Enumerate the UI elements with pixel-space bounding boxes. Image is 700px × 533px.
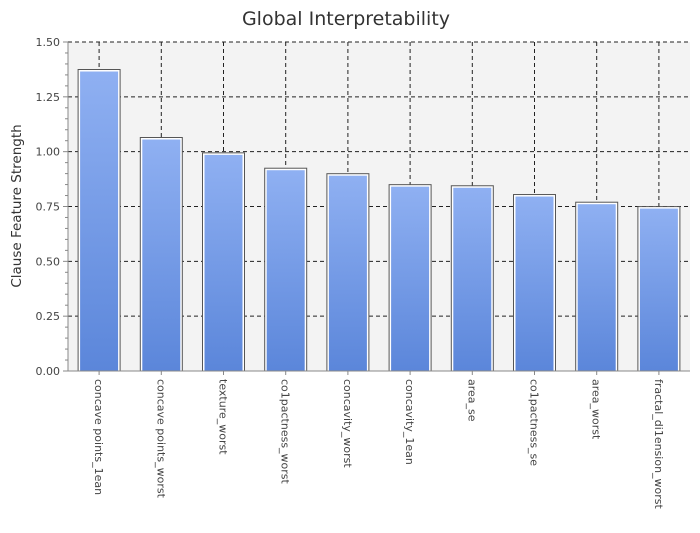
y-tick-label: 0.00 xyxy=(36,365,61,378)
x-tick-label: concavity_1ean xyxy=(403,379,416,465)
y-axis-label: Clause Feature Strength xyxy=(9,124,25,287)
x-tick-label: concave points_1ean xyxy=(92,379,105,495)
bar xyxy=(204,154,243,371)
y-tick-label: 1.25 xyxy=(36,91,61,104)
y-tick-label: 0.50 xyxy=(36,255,61,268)
x-tick-label: area_worst xyxy=(590,379,603,440)
y-tick-label: 0.75 xyxy=(36,201,61,214)
bar xyxy=(453,187,492,371)
bar xyxy=(577,204,616,371)
x-tick-label: concave points_worst xyxy=(154,379,167,499)
bar xyxy=(142,139,181,371)
bar xyxy=(80,71,119,371)
bar xyxy=(266,170,305,371)
x-tick-label: area_se xyxy=(465,379,478,422)
bar xyxy=(391,186,430,371)
chart-title: Global Interpretability xyxy=(242,8,450,30)
bars xyxy=(77,69,681,372)
bar xyxy=(328,175,367,371)
x-tick-labels: concave points_1ean concave points_worst t… xyxy=(92,379,665,510)
x-tick-label: concavity_worst xyxy=(341,379,354,468)
y-tick-labels: 0.00 0.25 0.50 0.75 1.00 1.25 1.50 xyxy=(36,36,61,378)
x-tick-label: co1pactness_se xyxy=(528,379,541,466)
y-tick-label: 0.25 xyxy=(36,310,61,323)
x-tick-label: co1pactness_worst xyxy=(279,379,292,485)
x-tick-label: texture_worst xyxy=(217,379,230,455)
x-tick-label: fractal_di1ension_worst xyxy=(652,379,665,510)
y-tick-label: 1.00 xyxy=(36,146,61,159)
y-axis xyxy=(63,41,690,375)
bar xyxy=(515,196,554,371)
bar xyxy=(639,208,678,371)
y-tick-label: 1.50 xyxy=(36,36,61,49)
